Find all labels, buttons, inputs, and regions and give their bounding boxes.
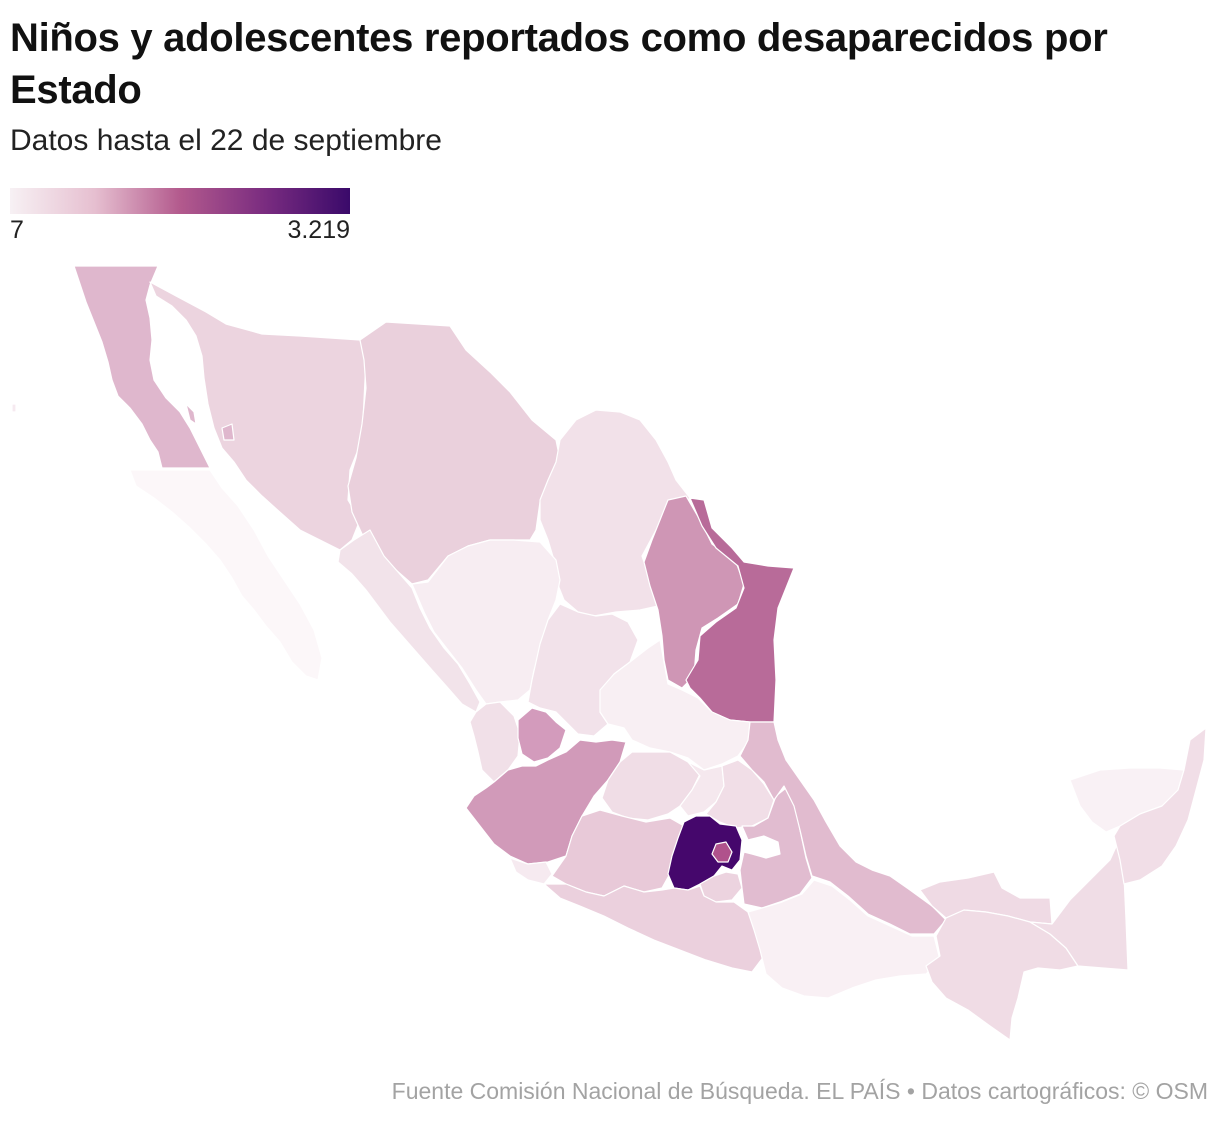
color-legend: 7 3.219 [10,188,350,245]
map-title: Niños y adolescentes reportados como des… [10,16,1108,112]
state-colima[interactable] [509,857,553,885]
state-sinaloa[interactable] [337,529,481,713]
legend-min-label: 7 [10,216,24,244]
islands-revillagigedo [11,403,17,413]
state-veracruz[interactable] [739,721,947,935]
state-chiapas[interactable] [925,909,1079,1041]
legend-gradient-bar [10,188,350,214]
footer-credits: Datos cartográficos: © OSM [921,1078,1208,1104]
state-baja-california[interactable] [73,265,211,469]
map-subtitle: Datos hasta el 22 de septiembre [10,124,442,157]
state-baja-california-sur[interactable] [129,469,323,681]
legend-labels: 7 3.219 [10,216,350,245]
state-quintana-roo[interactable] [1113,727,1207,885]
island-tiburon [221,423,235,441]
island-angel-de-la-guarda [185,403,197,425]
footer-separator: • [906,1078,915,1104]
state-estado-de-mexico[interactable] [667,815,743,891]
state-jalisco[interactable] [465,739,627,865]
state-ciudad-de-mexico[interactable] [711,841,733,863]
state-guerrero[interactable] [543,883,765,973]
source-footer: Fuente Comisión Nacional de Búsqueda. EL… [392,1078,1208,1105]
footer-source: Fuente Comisión Nacional de Búsqueda. EL… [391,1078,901,1104]
mexico-choropleth-map [11,265,1207,1041]
state-aguascalientes[interactable] [517,707,567,763]
state-sonora[interactable] [149,281,367,551]
state-queretaro[interactable] [679,761,725,817]
legend-max-label: 3.219 [287,216,350,244]
